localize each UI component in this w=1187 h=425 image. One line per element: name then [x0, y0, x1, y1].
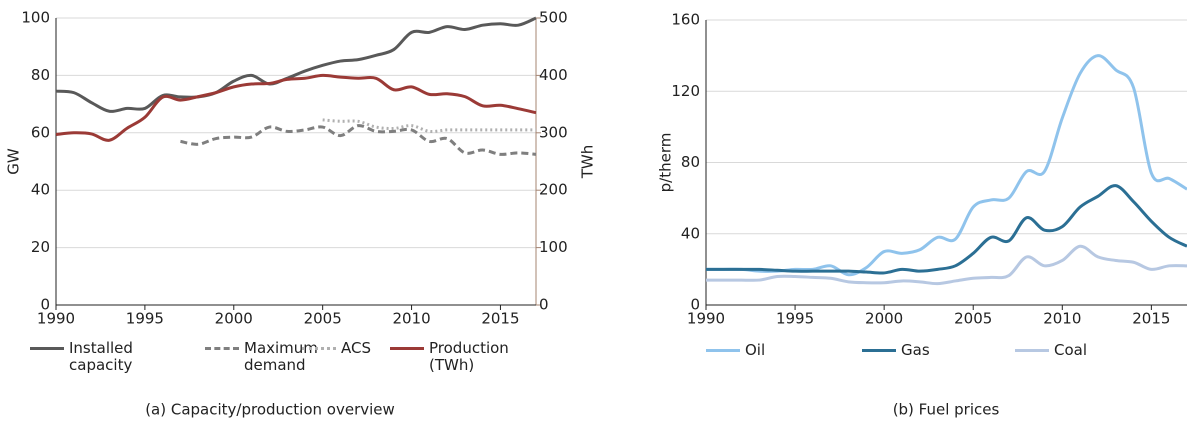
- y-tick-label: 120: [671, 82, 700, 100]
- y2-tick-label: 200: [539, 181, 568, 199]
- caption: (a) Capacity/production overview: [145, 401, 395, 419]
- x-tick-label: 2000: [865, 310, 903, 328]
- series-line: [706, 184, 1187, 275]
- legend-label: Maximum demand: [244, 339, 318, 374]
- legend-swatch: [302, 347, 336, 350]
- y-tick-label: 0: [690, 296, 700, 314]
- legend-label: Coal: [1054, 341, 1088, 359]
- legend-swatch: [205, 347, 239, 350]
- legend-item: Gas: [862, 342, 930, 359]
- legend-item: ACS: [302, 340, 371, 357]
- caption: (b) Fuel prices: [893, 401, 1000, 419]
- y2-tick-label: 400: [539, 66, 568, 84]
- x-tick-label: 2000: [215, 310, 253, 328]
- legend-label: Production (TWh): [429, 339, 509, 374]
- legend-item: Installed capacity: [30, 339, 133, 374]
- series-line: [705, 244, 1187, 286]
- legend-label: Installed capacity: [69, 339, 133, 374]
- legend-item: Maximum demand: [205, 339, 318, 374]
- y2-tick-label: 0: [539, 296, 549, 314]
- legend-label: ACS: [341, 339, 371, 357]
- legend-swatch: [30, 347, 64, 350]
- x-tick-label: 2010: [392, 310, 430, 328]
- y-tick-label: 80: [31, 66, 50, 84]
- legend-swatch: [862, 349, 896, 352]
- y2-tick-label: 500: [539, 9, 568, 27]
- x-tick-label: 2005: [304, 310, 342, 328]
- y-tick-label: 160: [671, 11, 700, 29]
- x-tick-label: 1990: [687, 310, 725, 328]
- series-line: [180, 124, 537, 156]
- y-tick-label: 40: [31, 181, 50, 199]
- y-tick-label: 0: [40, 296, 50, 314]
- y-axis-title: GW: [5, 148, 23, 175]
- series-line: [706, 54, 1187, 277]
- series-line: [55, 73, 537, 142]
- x-tick-label: 1995: [776, 310, 814, 328]
- x-tick-label: 2005: [954, 310, 992, 328]
- y2-axis-title: TWh: [579, 145, 597, 180]
- x-tick-label: 2015: [481, 310, 519, 328]
- y2-tick-label: 100: [539, 238, 568, 256]
- legend-label: Gas: [901, 341, 930, 359]
- y-tick-label: 20: [31, 238, 50, 256]
- y-tick-label: 80: [681, 153, 700, 171]
- legend-swatch: [390, 347, 424, 350]
- x-tick-label: 2010: [1043, 310, 1081, 328]
- legend-item: Production (TWh): [390, 340, 550, 374]
- y-tick-label: 60: [31, 123, 50, 141]
- y-axis-title: p/therm: [657, 133, 675, 193]
- legend-item: Oil: [706, 342, 765, 359]
- legend-swatch: [1015, 349, 1049, 352]
- x-tick-label: 1995: [126, 310, 164, 328]
- series-line: [322, 118, 536, 134]
- legend-label: Oil: [745, 341, 766, 359]
- y2-tick-label: 300: [539, 123, 568, 141]
- legend-swatch: [706, 349, 740, 352]
- x-tick-label: 2015: [1132, 310, 1170, 328]
- x-tick-label: 1990: [37, 310, 75, 328]
- legend-item: Coal: [1015, 342, 1087, 359]
- series-line: [55, 16, 537, 113]
- y-tick-label: 40: [681, 224, 700, 242]
- y-tick-label: 100: [21, 9, 50, 27]
